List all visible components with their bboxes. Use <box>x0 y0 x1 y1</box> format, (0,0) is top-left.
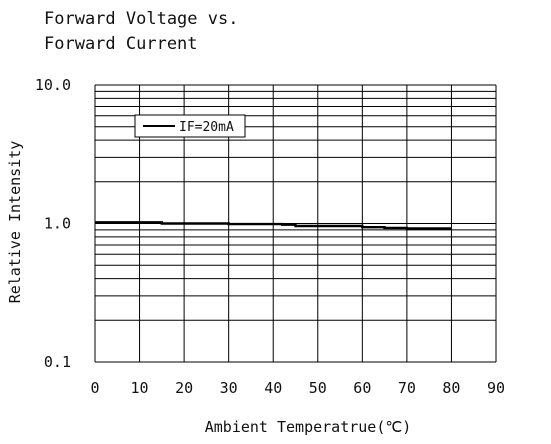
x-tick-label: 60 <box>353 379 371 397</box>
legend-box <box>134 114 246 138</box>
chart-title-line: Forward Current <box>44 34 198 54</box>
legend: IF=20mA <box>134 114 246 138</box>
x-tick-label: 50 <box>309 379 327 397</box>
x-tick-label: 30 <box>220 379 238 397</box>
y-tick-labels: 0.1 1.0 10.0 <box>35 76 71 371</box>
x-tick-label: 10 <box>131 379 149 397</box>
x-tick-label: 0 <box>90 379 99 397</box>
y-axis-label: Relative Intensity <box>6 141 24 304</box>
x-tick-label: 20 <box>175 379 193 397</box>
legend-label: IF=20mA <box>179 120 234 135</box>
x-tick-label: 80 <box>442 379 460 397</box>
x-tick-labels: 0 10 20 30 40 50 60 70 80 90 <box>90 379 505 397</box>
plot-grid <box>94 84 497 363</box>
x-axis-label: Ambient Temperatrue(℃) <box>205 418 412 436</box>
y-tick-label: 10.0 <box>35 76 71 94</box>
y-tick-label: 1.0 <box>44 215 71 233</box>
x-tick-label: 70 <box>398 379 416 397</box>
y-tick-label: 0.1 <box>44 353 71 371</box>
chart-title-line: Forward Voltage vs. <box>44 9 238 29</box>
x-tick-label: 90 <box>487 379 505 397</box>
chart-title: Forward Voltage vs. Forward Current <box>44 9 238 54</box>
x-tick-label: 40 <box>264 379 282 397</box>
series-lines <box>95 221 452 230</box>
series-line <box>95 221 452 230</box>
